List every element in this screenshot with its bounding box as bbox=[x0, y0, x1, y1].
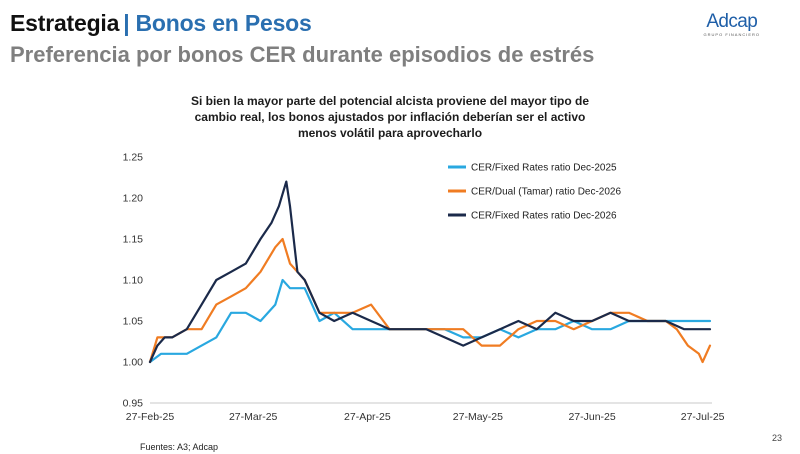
x-tick-label: 27-Jul-25 bbox=[681, 411, 725, 423]
slide-subtitle: Preferencia por bonos CER durante episod… bbox=[10, 42, 595, 67]
company-logo: Adcap GRUPO FINANCIERO bbox=[703, 11, 760, 38]
title-section: Estrategia bbox=[10, 10, 120, 36]
page-number: 23 bbox=[771, 433, 782, 443]
y-tick-label: 1.05 bbox=[123, 316, 144, 328]
y-tick-label: 1.00 bbox=[123, 357, 144, 369]
x-tick-label: 27-Feb-25 bbox=[126, 411, 175, 423]
series-line-1 bbox=[148, 278, 712, 364]
y-tick-label: 1.25 bbox=[123, 152, 144, 164]
series-line-2 bbox=[148, 237, 712, 364]
chart-title-line-2: cambio real, los bonos ajustados por inf… bbox=[194, 110, 586, 124]
logo-name: Adcap bbox=[706, 11, 758, 32]
y-tick-label: 1.10 bbox=[123, 275, 144, 287]
y-tick-label: 1.20 bbox=[123, 193, 144, 205]
chart-title: Si bien la mayor parte del potencial alc… bbox=[150, 93, 630, 141]
chart-title-line-3: menos volátil para aprovecharlo bbox=[297, 126, 483, 140]
legend-label-2: CER/Dual (Tamar) ratio Dec-2026 bbox=[471, 187, 621, 198]
legend-label-1: CER/Fixed Rates ratio Dec-2025 bbox=[471, 163, 617, 174]
x-tick-label: 27-Mar-25 bbox=[229, 411, 278, 423]
title-topic: Bonos en Pesos bbox=[135, 10, 312, 36]
legend-label-3: CER/Fixed Rates ratio Dec-2026 bbox=[471, 211, 617, 222]
x-tick-label: 27-Apr-25 bbox=[344, 411, 391, 423]
slide-header: Estrategia | Bonos en Pesos Preferencia po… bbox=[10, 8, 594, 69]
chart-title-line-1: Si bien la mayor parte del potencial alc… bbox=[190, 94, 590, 108]
series-line-3 bbox=[148, 180, 712, 364]
x-tick-label: 27-Jun-25 bbox=[568, 411, 615, 423]
slide-title: Estrategia | Bonos en Pesos bbox=[10, 8, 594, 38]
source-footnote: Fuentes: A3; Adcap bbox=[140, 442, 219, 452]
x-tick-label: 27-May-25 bbox=[453, 411, 503, 423]
title-separator: | bbox=[123, 10, 130, 36]
y-tick-label: 1.15 bbox=[123, 234, 144, 246]
y-tick-label: 0.95 bbox=[123, 398, 144, 410]
logo-tagline: GRUPO FINANCIERO bbox=[703, 32, 760, 37]
